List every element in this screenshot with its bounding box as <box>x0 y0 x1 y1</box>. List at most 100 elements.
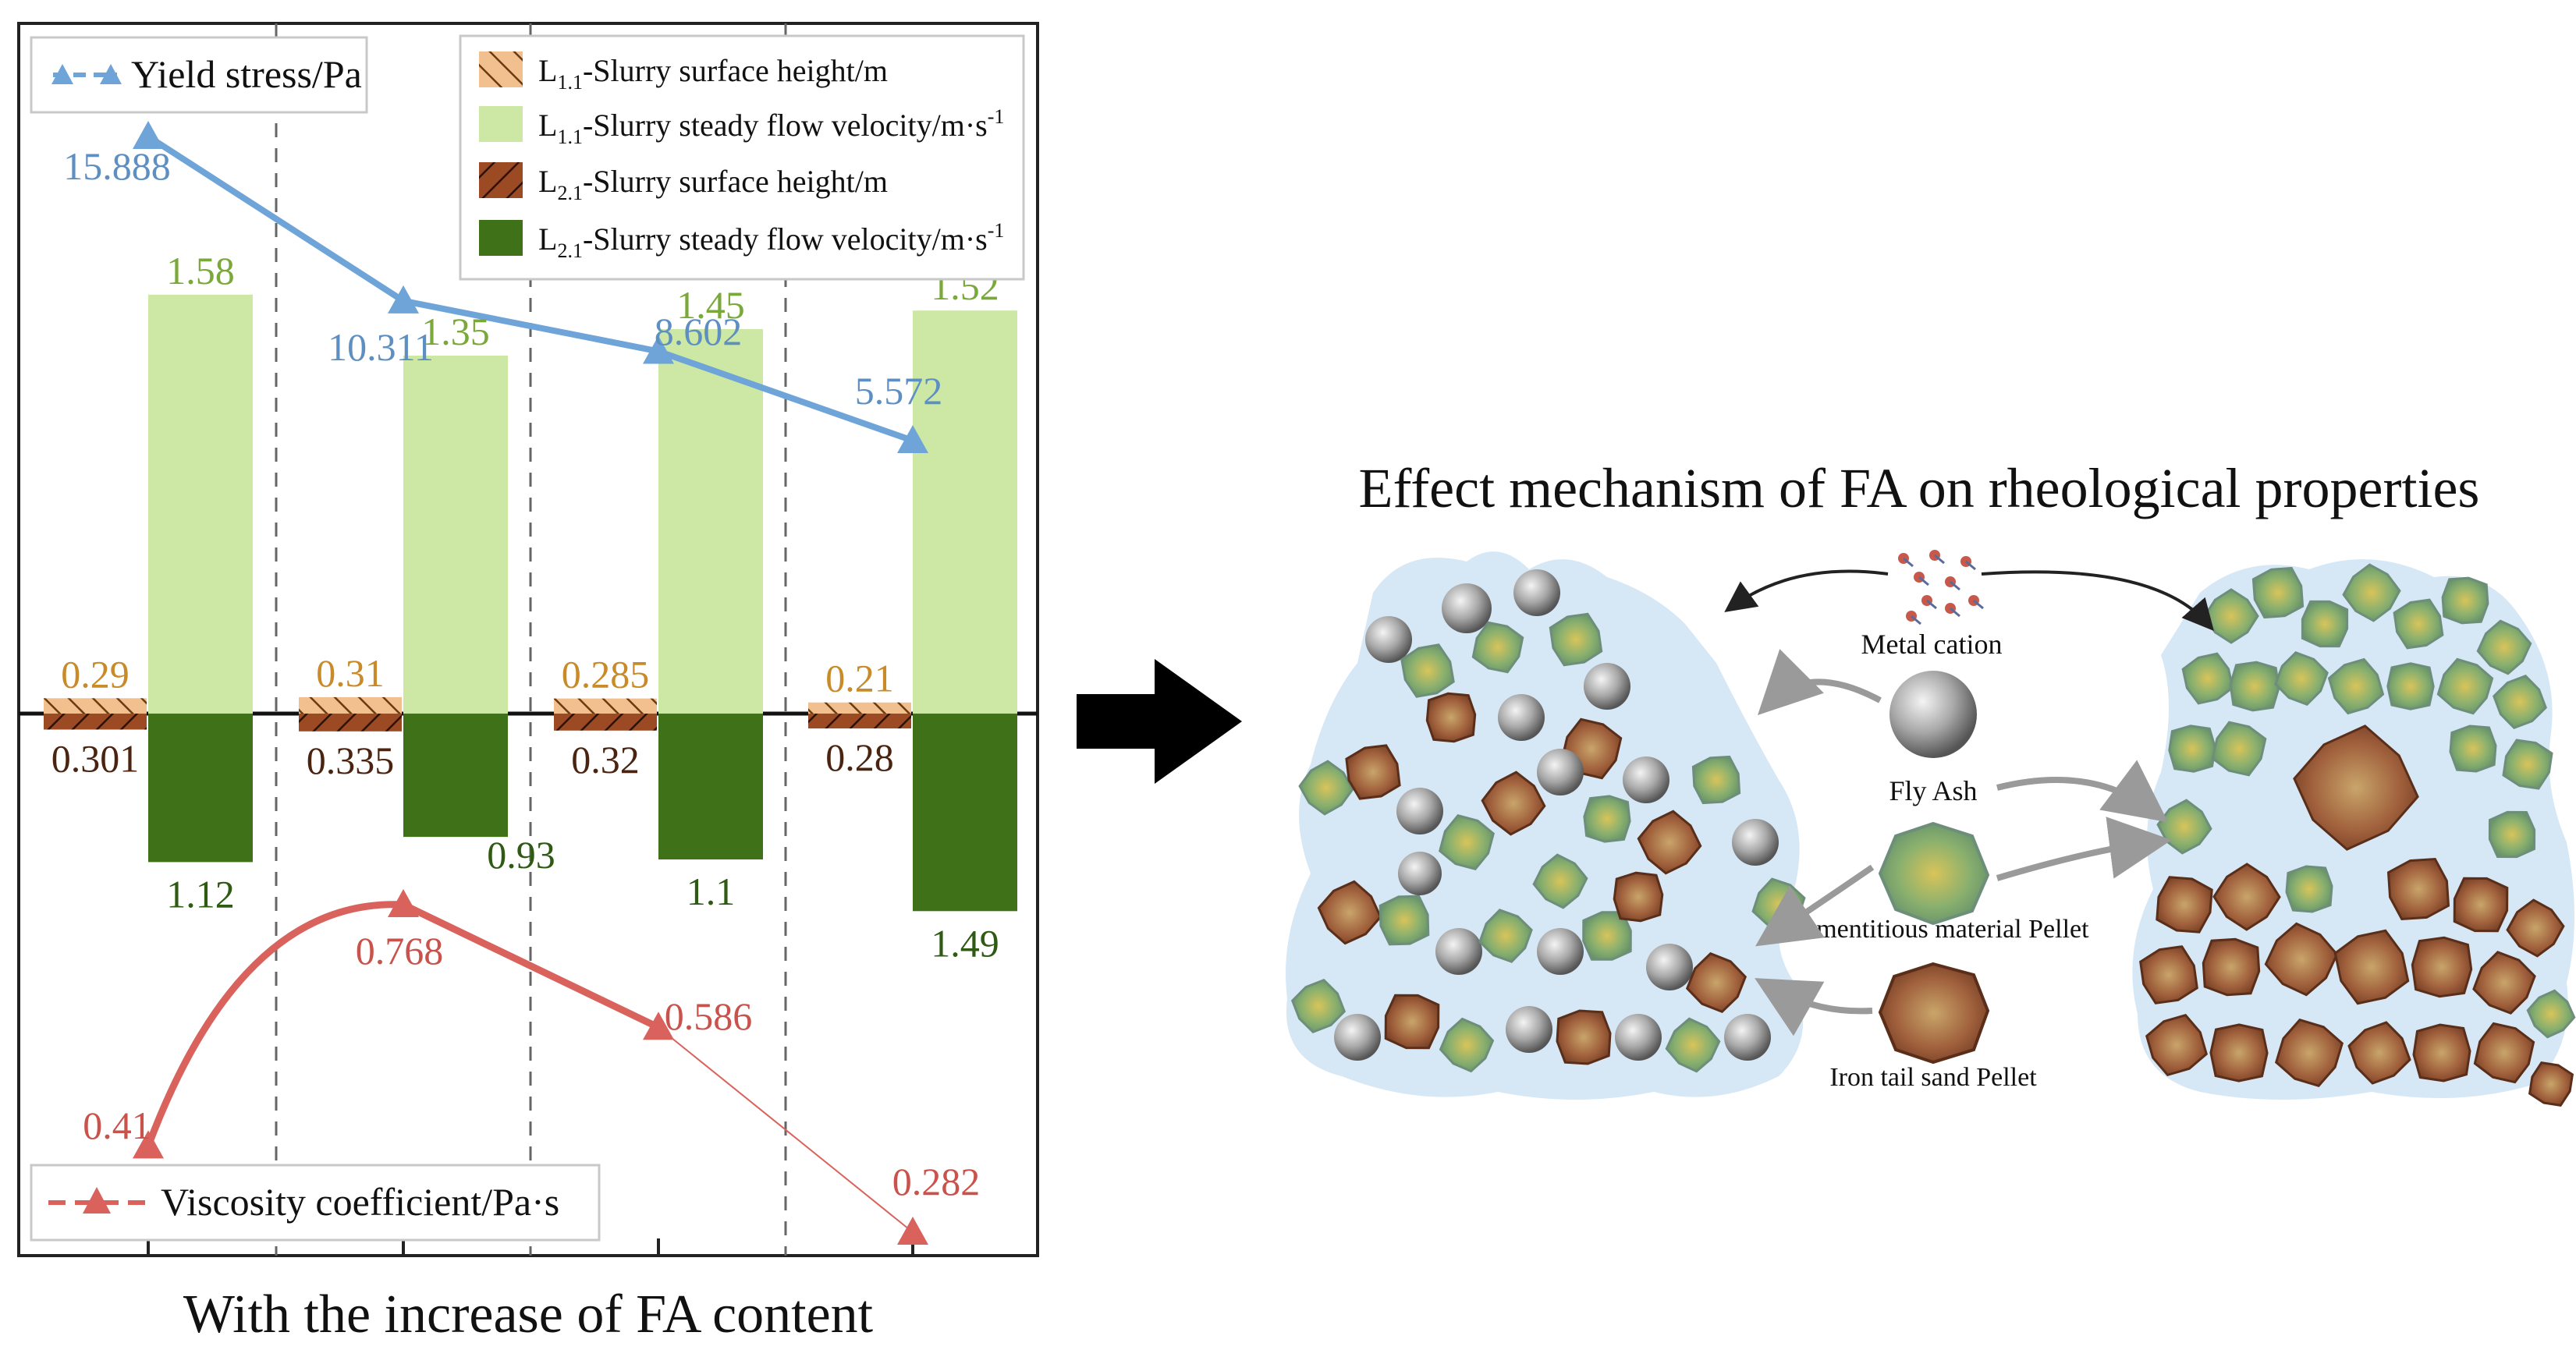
iron-tail-particle <box>1384 994 1440 1050</box>
cementitious-particle <box>2251 566 2305 619</box>
iron-tail-pellet-icon <box>1878 962 1990 1065</box>
cementitious-particle <box>2168 725 2216 773</box>
legend-yield: Yield stress/Pa <box>30 36 368 114</box>
legend-swatch-l21-height <box>479 162 523 198</box>
bar-l11-velocity <box>913 310 1017 714</box>
yield-stress-label: 8.602 <box>655 310 743 353</box>
bar-l21-height <box>808 714 911 729</box>
fly-ash-particle <box>1435 928 1482 975</box>
x-axis-ticks <box>147 1238 914 1256</box>
yield-stress-line <box>146 133 914 444</box>
iron-tail-particle <box>2347 1021 2411 1085</box>
yield-stress-label: 5.572 <box>855 369 943 413</box>
cementitious-particle <box>2301 600 2349 648</box>
svg-text:L2.1-Slurry steady flow veloci: L2.1-Slurry steady flow velocity/m·s-1 <box>538 219 1004 262</box>
iron-tail-particle <box>2212 863 2281 931</box>
arrow-cation-to-right <box>1981 570 2214 632</box>
fly-ash-particle <box>1615 1014 1662 1061</box>
cation-bond <box>1926 599 1937 610</box>
iron-tail-particle <box>2274 1018 2344 1088</box>
cementitious-pellet-icon <box>1878 821 1990 926</box>
svg-text:L2.1-Slurry surface height/m: L2.1-Slurry surface height/m <box>538 164 888 204</box>
viscosity-line-thin <box>658 1026 914 1233</box>
legend-viscosity-label: Viscosity coefficient/Pa·s <box>161 1180 559 1224</box>
iron-tail-particle <box>2209 1023 2269 1082</box>
cementitious-particle <box>2327 657 2385 715</box>
bar-l11-height <box>44 698 147 714</box>
yield-stress-point <box>133 121 164 149</box>
label-l21-height: 0.32 <box>571 738 640 781</box>
flocculated-particles <box>2139 563 2576 1107</box>
bar-l21-velocity <box>403 714 508 838</box>
metal-cation-item: Metal cation <box>1861 550 2003 660</box>
cementitious-particle <box>1439 1017 1495 1073</box>
fly-ash-particle <box>1334 1014 1381 1061</box>
label-l11-height: 0.31 <box>316 651 385 695</box>
yield-stress-point <box>643 335 674 364</box>
cementitious-particle <box>2285 865 2333 913</box>
cation-bond <box>1950 580 1960 591</box>
cementitious-particle <box>1290 978 1347 1034</box>
fly-ash-icon <box>1889 671 1977 758</box>
iron-tail-particle <box>2411 936 2473 998</box>
cementitious-particle <box>1532 853 1588 909</box>
iron-tail-particle <box>2156 876 2213 934</box>
metal-cation-label: Metal cation <box>1861 629 2003 660</box>
cementitious-particle <box>2476 619 2532 675</box>
iron-tail-particle <box>2528 1061 2574 1107</box>
iron-tail-particle <box>2506 898 2565 958</box>
iron-tail-label: Iron tail sand Pellet <box>1829 1063 2037 1092</box>
cation-bond <box>1973 599 1984 610</box>
iron-tail-particle <box>1613 871 1664 923</box>
cation-bond <box>1965 560 1976 571</box>
iron-tail-particle <box>2264 922 2339 997</box>
cementitious-particle <box>1583 795 1631 843</box>
cementitious-particle <box>1298 760 1354 816</box>
viscosity-label: 0.768 <box>356 929 444 973</box>
legend-swatch-l11-height <box>479 51 523 87</box>
x-axis-label: With the increase of FA content <box>183 1284 874 1345</box>
cation-bond <box>1903 557 1914 568</box>
bar-l11-height <box>299 696 402 714</box>
bar-l21-velocity <box>658 714 763 859</box>
label-l11-velocity: 1.35 <box>421 310 490 353</box>
fly-ash-particle <box>1537 928 1584 975</box>
viscosity-point <box>643 1012 674 1040</box>
cementitious-particle <box>2526 989 2576 1039</box>
cation-bond <box>1911 615 1921 625</box>
iron-tail-particle <box>2333 929 2410 1005</box>
svg-text:L1.1-Slurry surface height/m: L1.1-Slurry surface height/m <box>538 53 888 94</box>
viscosity-label: 0.586 <box>665 994 753 1038</box>
iron-tail-particle <box>2453 877 2509 933</box>
arrow-cement-to-right <box>1996 817 2172 881</box>
cementitious-particle <box>2488 810 2536 859</box>
label-l21-velocity: 0.93 <box>487 833 555 877</box>
transition-arrow <box>1077 659 1242 784</box>
bar-l21-height <box>44 714 147 730</box>
iron-tail-particle <box>1425 692 1477 743</box>
rheology-chart: 0.29 1.58 0.301 1.12 0.31 1.35 0.335 0.93 0.285 1… <box>17 22 1039 1345</box>
cementitious-particle <box>2342 563 2401 622</box>
viscosity-point <box>388 889 419 917</box>
viscosity-label: 0.282 <box>892 1160 981 1203</box>
label-l11-height: 0.285 <box>562 653 650 696</box>
viscosity-point <box>897 1217 928 1245</box>
iron-tail-particle <box>2472 951 2536 1015</box>
yield-stress-point <box>388 285 419 314</box>
iron-tail-particle <box>2145 1013 2209 1077</box>
bar-l11-velocity <box>148 294 253 714</box>
cementitious-particle <box>2502 739 2553 790</box>
label-l21-velocity: 1.49 <box>931 921 999 965</box>
arrow-flyash-to-right <box>1996 760 2169 823</box>
label-l21-velocity: 1.1 <box>687 870 736 913</box>
cementitious-particle <box>1691 755 1741 805</box>
iron-tail-particle <box>2139 945 2198 1004</box>
cementitious-particle <box>2441 576 2489 625</box>
fly-ash-particle <box>1365 616 1412 663</box>
svg-text:L1.1-Slurry steady flow veloci: L1.1-Slurry steady flow velocity/m·s-1 <box>538 105 1004 148</box>
fly-ash-particle <box>1623 756 1669 803</box>
viscosity-label: 0.41 <box>83 1104 151 1147</box>
yield-stress-label: 15.888 <box>63 144 171 188</box>
cementitious-particle <box>1378 895 1430 946</box>
